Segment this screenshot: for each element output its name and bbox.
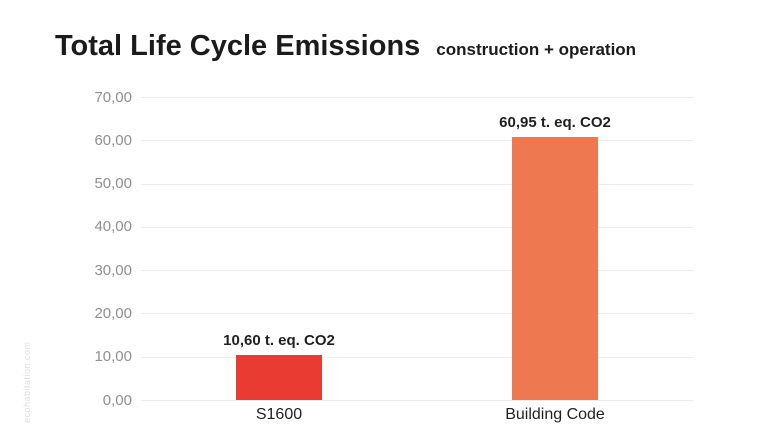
bar-value-label-building-code: 60,95 t. eq. CO2: [499, 113, 611, 131]
gridline: [141, 140, 693, 142]
gridline: [141, 313, 693, 315]
gridline: [141, 400, 693, 401]
y-axis-tick-label: 50,00: [94, 175, 132, 193]
chart-header: Total Life Cycle Emissions construction …: [55, 30, 636, 63]
chart-subtitle: construction + operation: [436, 40, 637, 59]
y-axis-tick-label: 20,00: [94, 304, 132, 322]
y-axis-tick-label: 0,00: [102, 391, 132, 409]
gridline: [141, 226, 693, 228]
watermark: ecohabitation.com: [22, 341, 32, 423]
gridline: [141, 270, 693, 272]
gridline: [141, 97, 693, 98]
bar-building-code: [512, 136, 598, 401]
y-axis-tick-label: 70,00: [94, 88, 132, 106]
gridline: [141, 183, 693, 185]
y-axis-tick-label: 60,00: [94, 131, 132, 149]
gridline: [141, 356, 693, 358]
chart-title: Total Life Cycle Emissions: [55, 30, 421, 62]
bar-s1600: [236, 354, 322, 401]
x-axis-category-label-building-code: Building Code: [505, 405, 605, 423]
bar-value-label-s1600: 10,60 t. eq. CO2: [223, 331, 335, 349]
y-axis-tick-label: 40,00: [94, 218, 132, 236]
x-axis-category-label-s1600: S1600: [255, 405, 303, 423]
y-axis-tick-label: 10,00: [94, 348, 132, 366]
y-axis-tick-label: 30,00: [94, 261, 132, 279]
